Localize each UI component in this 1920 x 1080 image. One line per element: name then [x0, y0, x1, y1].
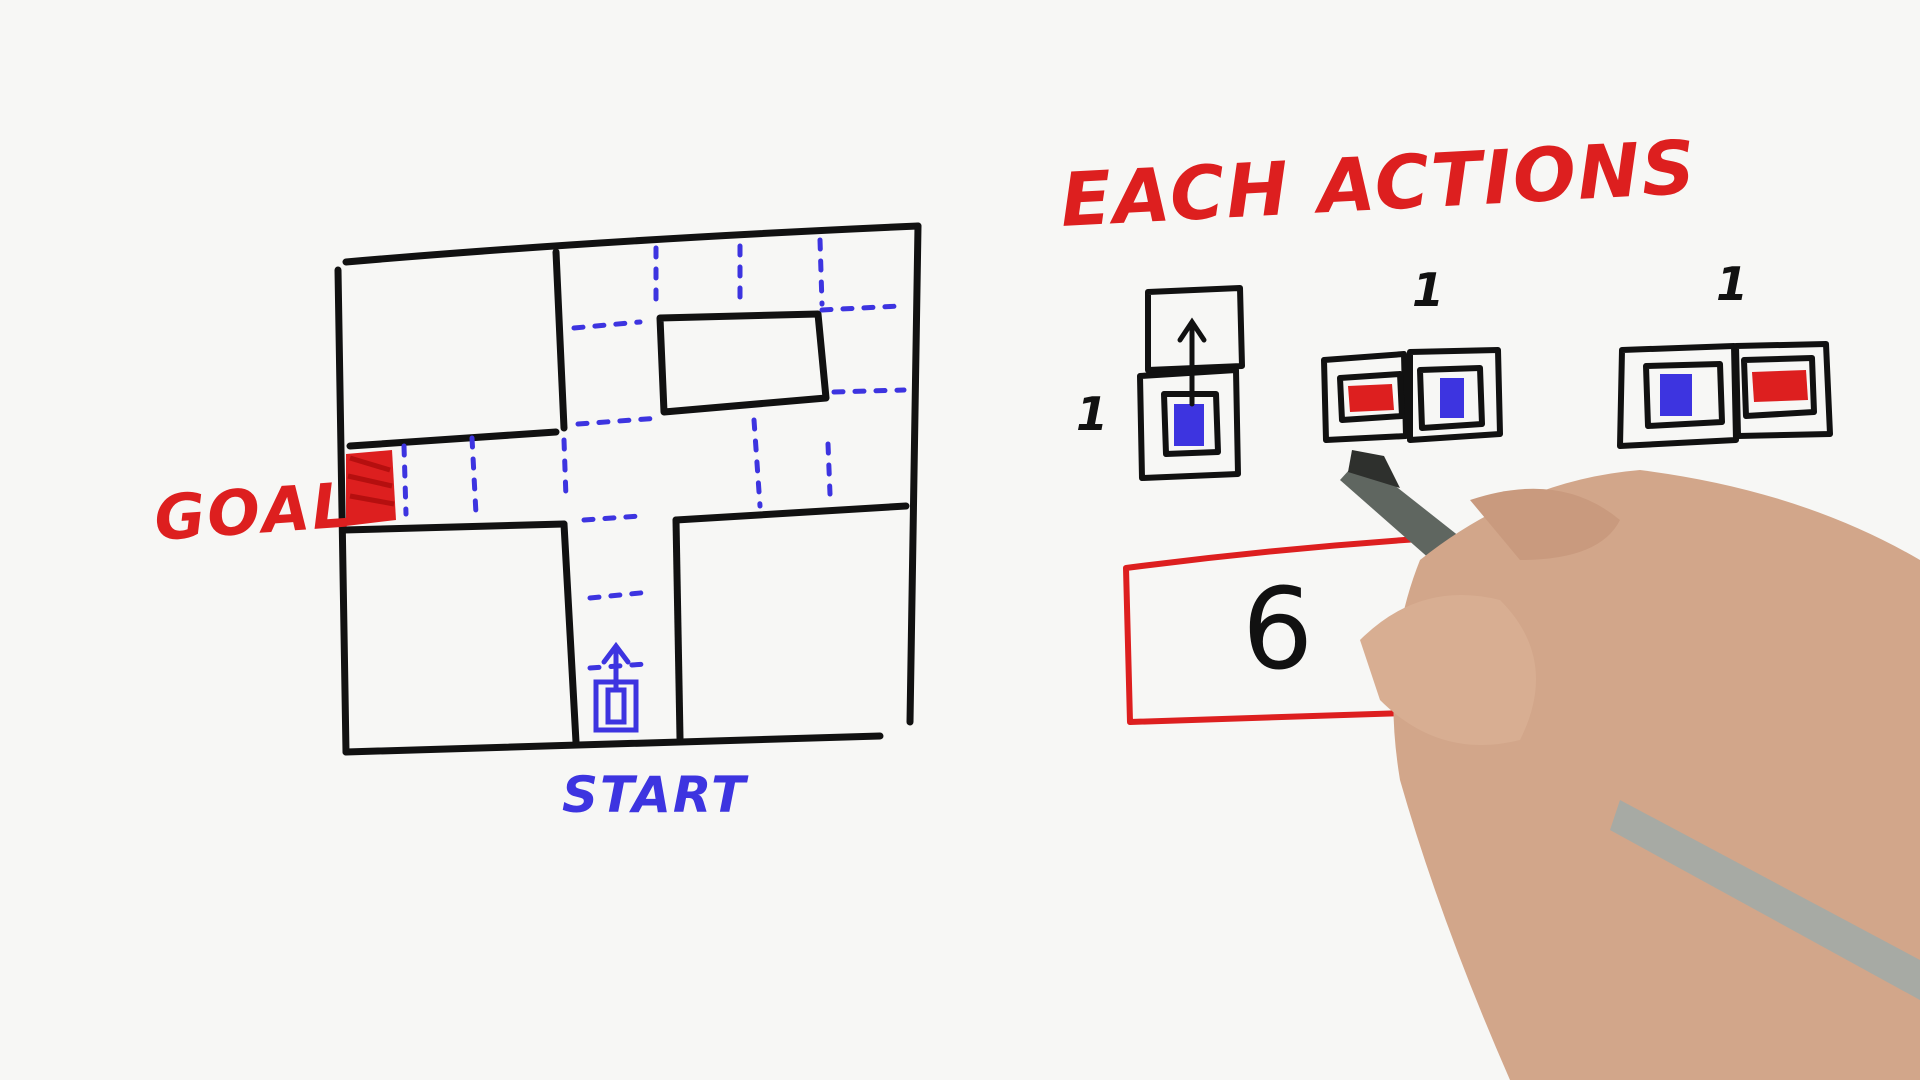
turn-right-action-diagram: 1 [1617, 257, 1833, 449]
forward-cost-label: 1 [1076, 387, 1110, 441]
robot-position-icon [1174, 404, 1204, 446]
turn-left-cost-label: 1 [1412, 263, 1446, 317]
move-forward-icon [1177, 317, 1207, 407]
path-grid [401, 237, 907, 671]
hand-with-pen-icon [1340, 450, 1920, 1080]
maze-outline [334, 222, 922, 756]
turn-left-icon [1348, 384, 1394, 412]
turn-right-cost-label: 1 [1716, 257, 1750, 311]
maze-walls [340, 248, 910, 746]
turn-right-icon [1752, 370, 1808, 402]
answer-value: 6 [1242, 565, 1313, 695]
goal-fill-icon [346, 450, 396, 526]
each-actions-heading: EACH ACTIONS [1058, 125, 1699, 244]
robot-position-icon [1440, 378, 1464, 418]
start-label: START [562, 766, 749, 824]
forward-action-diagram: 1 [1076, 285, 1245, 481]
turn-left-action-diagram: 1 [1321, 263, 1503, 443]
goal-label: GOAL [152, 468, 356, 555]
robot-up-arrow-icon [593, 641, 639, 733]
robot-position-icon [1660, 374, 1692, 416]
